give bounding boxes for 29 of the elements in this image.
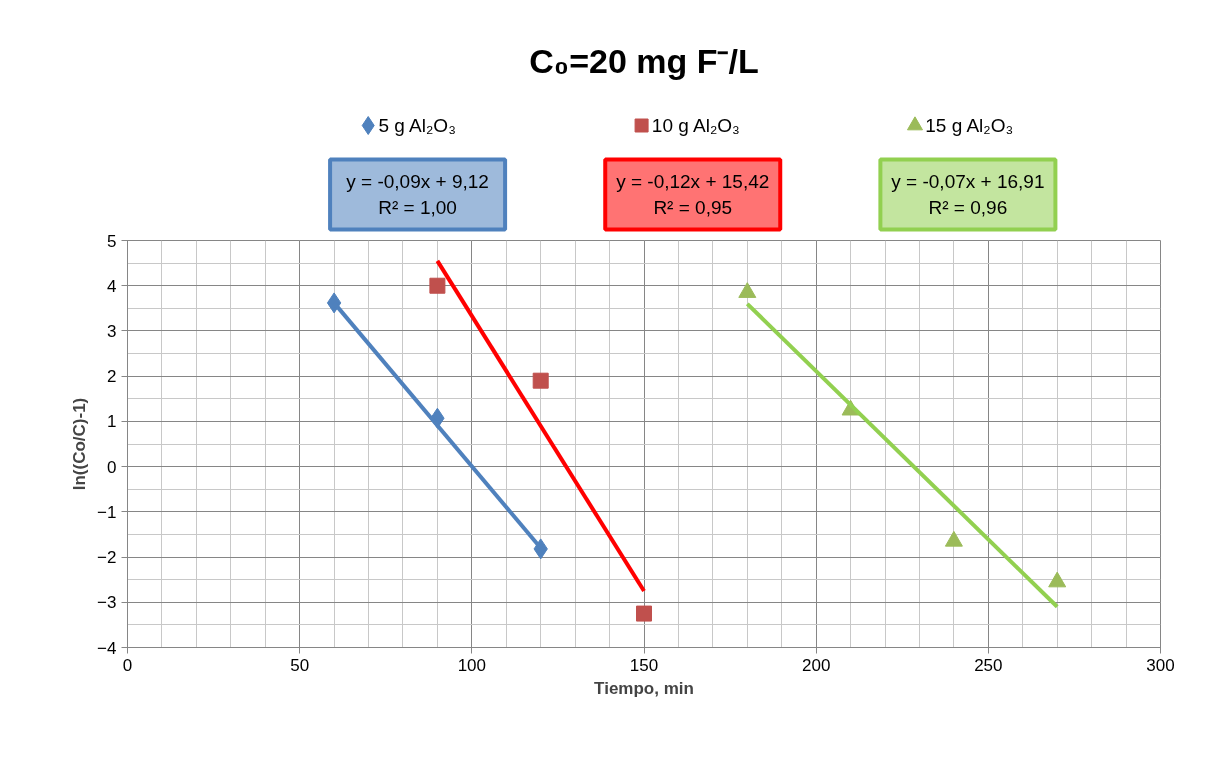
- point: [429, 277, 446, 294]
- text: y = -0,12x + 15,42 R² = 0,95: [616, 170, 770, 219]
- y-tick-label: −2: [97, 548, 117, 568]
- chart-title: C₀=20 mg F⁻/L: [529, 41, 759, 80]
- y-tick-label: 5: [107, 231, 117, 251]
- x-tick-label: 100: [457, 655, 487, 675]
- text: y = -0,07x + 16,91 R² = 0,96: [891, 170, 1045, 219]
- y-tick-label: −1: [97, 502, 117, 522]
- legend-label: 10 g Al₂O₃: [651, 115, 740, 136]
- x-tick-label: 0: [122, 655, 133, 675]
- point: [532, 372, 549, 389]
- legend-label: 15 g Al₂O₃: [925, 115, 1014, 136]
- y-tick-label: 4: [107, 276, 117, 296]
- y-tick-label: 3: [107, 321, 117, 341]
- y-tick-label: 2: [107, 367, 117, 387]
- y-axis-title: ln((Co/C)-1): [70, 397, 90, 491]
- legend-label: 5 g Al₂O₃: [378, 115, 456, 136]
- x-tick-label: 50: [290, 655, 310, 675]
- x-tick-label: 150: [629, 655, 659, 675]
- y-tick-label: 0: [107, 457, 117, 477]
- x-tick-label: 300: [1146, 655, 1175, 675]
- x-tick-label: 250: [974, 655, 1003, 675]
- text: y = -0,09x + 9,12 R² = 1,00: [346, 170, 489, 219]
- x-tick-label: 200: [801, 655, 831, 675]
- y-tick-label: −4: [97, 638, 117, 658]
- x-axis-title: Tiempo, min: [594, 678, 694, 698]
- y-tick-label: −3: [97, 593, 117, 613]
- y-tick-label: 1: [107, 412, 117, 432]
- point: [636, 605, 652, 622]
